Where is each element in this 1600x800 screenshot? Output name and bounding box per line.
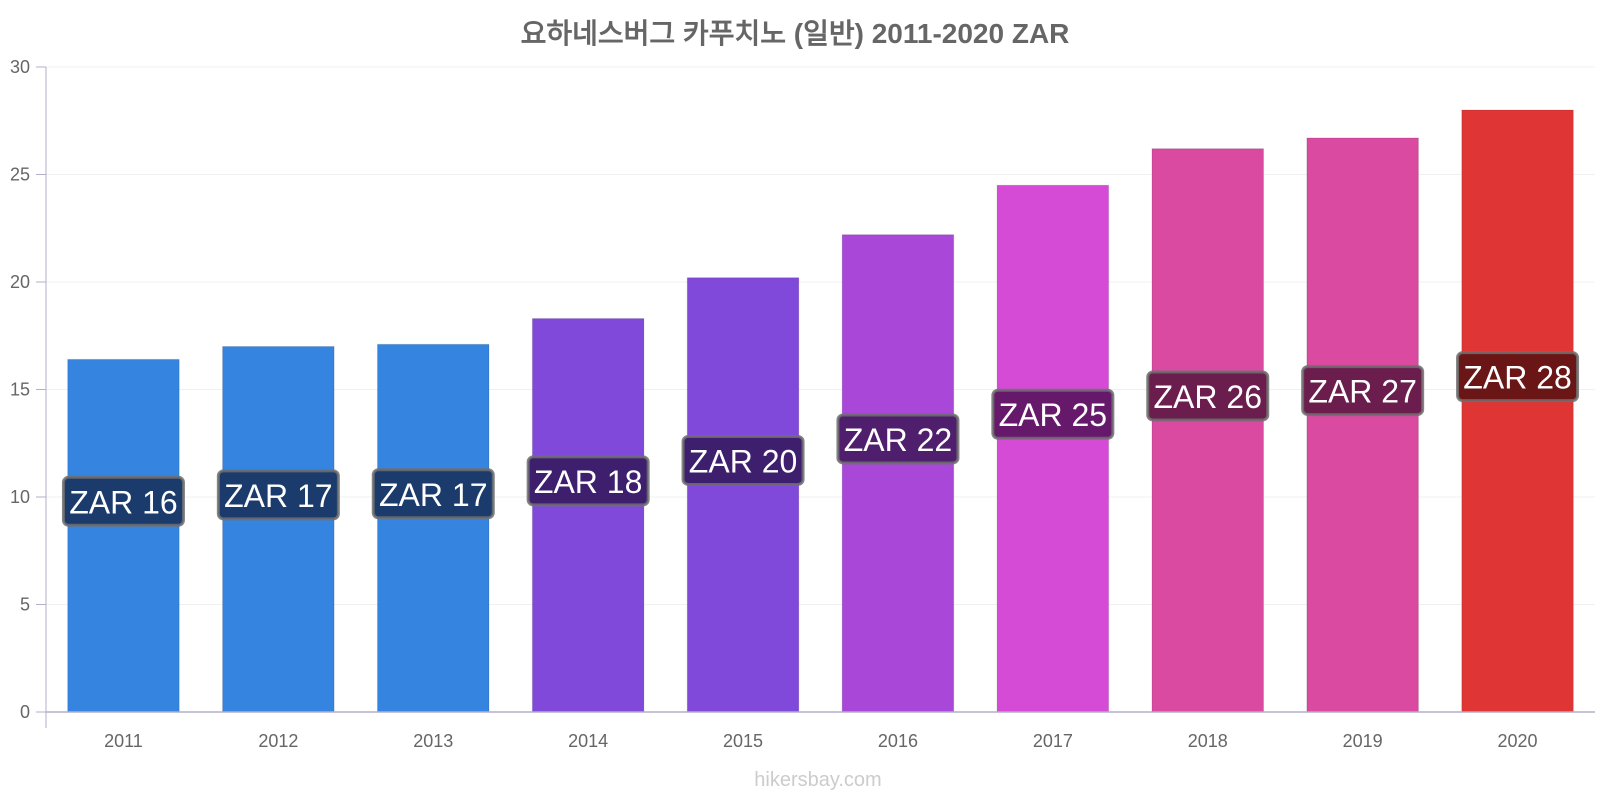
y-tick-label: 10 (10, 487, 30, 507)
value-label: ZAR 16 (69, 484, 177, 520)
bar-2012 (222, 346, 335, 713)
bar-2018 (1151, 148, 1265, 713)
bar-2015 (686, 277, 800, 713)
value-label-box (1456, 351, 1580, 403)
watermark: hikersbay.com (754, 769, 881, 791)
bar-2013 (376, 343, 490, 713)
axes: 0 5 10 15 20 25 30 2011 2012 2013 2014 2015 2016 2017… (10, 57, 1595, 751)
bar-2017 (996, 184, 1110, 713)
x-tick-label: 2020 (1498, 731, 1538, 751)
y-tick-label: 25 (10, 165, 30, 185)
y-tick-label: 30 (10, 57, 30, 77)
value-label: ZAR 28 (1463, 360, 1571, 396)
value-label-box (836, 413, 960, 465)
value-label: ZAR 25 (999, 397, 1107, 433)
value-label-box (216, 469, 340, 521)
value-label-box (991, 388, 1115, 440)
bar-2019 (1306, 137, 1419, 713)
value-label-box (371, 468, 495, 520)
y-tick-label: 15 (10, 380, 30, 400)
value-label-box (1146, 370, 1270, 422)
bar-2011 (67, 358, 180, 713)
chart-title: 요하네스버그 카푸치노 (일반) 2011-2020 ZAR (521, 18, 1070, 49)
value-label: ZAR 20 (689, 443, 797, 479)
value-label: ZAR 26 (1154, 379, 1262, 415)
y-tick-label: 5 (20, 595, 30, 615)
x-tick-label: 2012 (258, 731, 298, 751)
x-tick-label: 2016 (878, 731, 918, 751)
x-tick-label: 2015 (723, 731, 763, 751)
value-label: ZAR 22 (844, 422, 952, 458)
value-label-box (61, 475, 185, 527)
value-label: ZAR 18 (534, 464, 642, 500)
y-tick-label: 20 (10, 272, 30, 292)
value-label-box (526, 455, 650, 507)
y-tick-label: 0 (20, 702, 30, 722)
bar-2016 (841, 234, 955, 713)
x-tick-label: 2018 (1188, 731, 1228, 751)
value-label-box (681, 434, 805, 486)
x-tick-label: 2019 (1343, 731, 1383, 751)
x-tick-label: 2014 (568, 731, 608, 751)
value-label: ZAR 27 (1308, 374, 1416, 410)
x-tick-label: 2011 (104, 731, 143, 751)
bars (67, 109, 1574, 713)
bar-2014 (531, 318, 645, 713)
bar-2020 (1461, 109, 1574, 713)
value-label: ZAR 17 (224, 478, 332, 514)
x-tick-label: 2013 (413, 731, 453, 751)
value-label-box (1301, 365, 1425, 417)
value-label: ZAR 17 (379, 477, 487, 513)
x-tick-label: 2017 (1033, 731, 1073, 751)
value-labels: ZAR 16 ZAR 17 ZAR 17 ZAR 18 ZAR 20 ZAR 22 ZAR … (61, 351, 1580, 527)
